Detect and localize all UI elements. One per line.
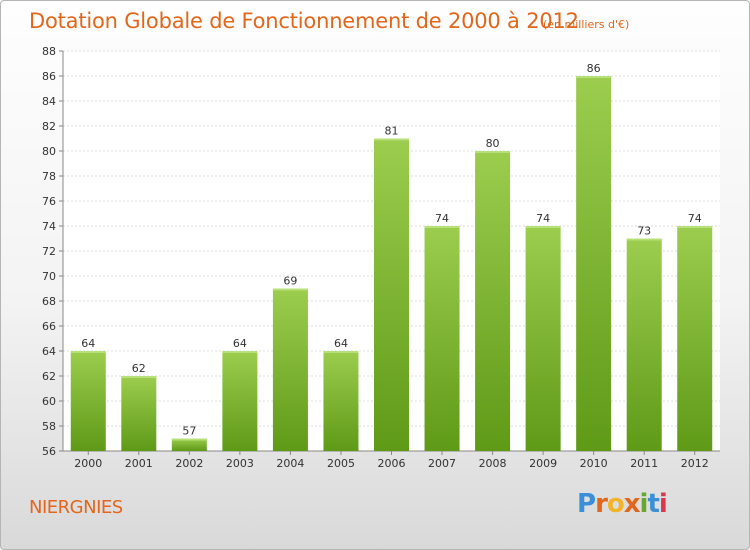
bar-value-label: 64: [81, 337, 95, 350]
bar-highlight: [171, 438, 207, 441]
x-tick-label: 2006: [378, 457, 406, 470]
chart-subtitle: (en milliers d'€): [543, 18, 630, 31]
bar: [171, 438, 207, 451]
bar-highlight: [576, 76, 612, 78]
bar-value-label: 57: [182, 425, 196, 438]
x-tick-label: 2003: [226, 457, 254, 470]
bar-value-label: 86: [587, 62, 601, 75]
y-tick-label: 72: [42, 245, 56, 258]
bar: [424, 226, 460, 451]
y-tick-label: 86: [42, 70, 56, 83]
y-tick-label: 66: [42, 320, 56, 333]
bar: [374, 138, 409, 451]
bar-value-label: 64: [233, 337, 247, 350]
proxiti-logo: Proxiti: [577, 489, 668, 519]
bar-highlight: [121, 376, 157, 378]
bar: [475, 151, 511, 451]
bar-value-label: 81: [385, 125, 399, 138]
y-tick-label: 60: [42, 395, 56, 408]
logo-letter: x: [623, 489, 641, 519]
bar-highlight: [475, 151, 511, 153]
y-tick-label: 56: [42, 445, 56, 458]
x-tick-label: 2007: [428, 457, 456, 470]
bar-highlight: [424, 226, 460, 228]
y-tick-label: 62: [42, 370, 56, 383]
bar-highlight: [70, 351, 106, 353]
y-tick-label: 88: [42, 45, 56, 58]
bar: [677, 226, 713, 451]
y-tick-label: 78: [42, 170, 56, 183]
y-tick-label: 84: [42, 95, 56, 108]
logo-letter: i: [658, 489, 668, 519]
y-tick-label: 80: [42, 145, 56, 158]
x-tick-label: 2004: [276, 457, 304, 470]
bar-highlight: [626, 238, 662, 241]
bar-highlight: [272, 288, 308, 291]
y-tick-label: 76: [42, 195, 56, 208]
bar-value-label: 74: [435, 212, 449, 225]
bar: [272, 288, 308, 451]
bar: [70, 351, 106, 451]
x-tick-label: 2002: [175, 457, 203, 470]
x-tick-label: 2001: [125, 457, 153, 470]
y-tick-label: 70: [42, 270, 56, 283]
logo-letter: r: [595, 489, 608, 519]
bar-value-label: 62: [132, 362, 146, 375]
y-tick-label: 74: [42, 220, 56, 233]
x-tick-label: 2008: [479, 457, 507, 470]
bar-value-label: 74: [688, 212, 702, 225]
x-tick-label: 2000: [74, 457, 102, 470]
bar-highlight: [374, 138, 409, 141]
y-tick-label: 58: [42, 420, 56, 433]
bar-value-label: 69: [283, 275, 297, 288]
y-tick-label: 82: [42, 120, 56, 133]
commune-name: NIERGNIES: [29, 497, 123, 518]
x-tick-label: 2009: [529, 457, 557, 470]
bar: [525, 226, 561, 451]
bar-highlight: [677, 226, 713, 228]
y-tick-label: 68: [42, 295, 56, 308]
chart-title: Dotation Globale de Fonctionnement de 20…: [29, 9, 579, 33]
x-tick-label: 2011: [630, 457, 658, 470]
bar: [576, 76, 612, 451]
x-tick-label: 2010: [580, 457, 608, 470]
bar: [626, 238, 662, 451]
bar: [222, 351, 258, 451]
x-tick-label: 2012: [681, 457, 709, 470]
x-tick-label: 2005: [327, 457, 355, 470]
bar: [323, 351, 359, 451]
logo-letter: t: [647, 489, 659, 519]
bar-value-label: 73: [637, 225, 651, 238]
logo-letter: i: [639, 489, 649, 519]
bar-highlight: [222, 351, 258, 353]
logo-letter: P: [577, 489, 596, 519]
bar: [121, 376, 157, 451]
y-tick-label: 64: [42, 345, 56, 358]
bar-value-label: 80: [486, 137, 500, 150]
bar-value-label: 64: [334, 337, 348, 350]
logo-letter: o: [606, 489, 625, 519]
bar-highlight: [525, 226, 561, 228]
bar-value-label: 74: [536, 212, 550, 225]
bar-highlight: [323, 351, 359, 353]
